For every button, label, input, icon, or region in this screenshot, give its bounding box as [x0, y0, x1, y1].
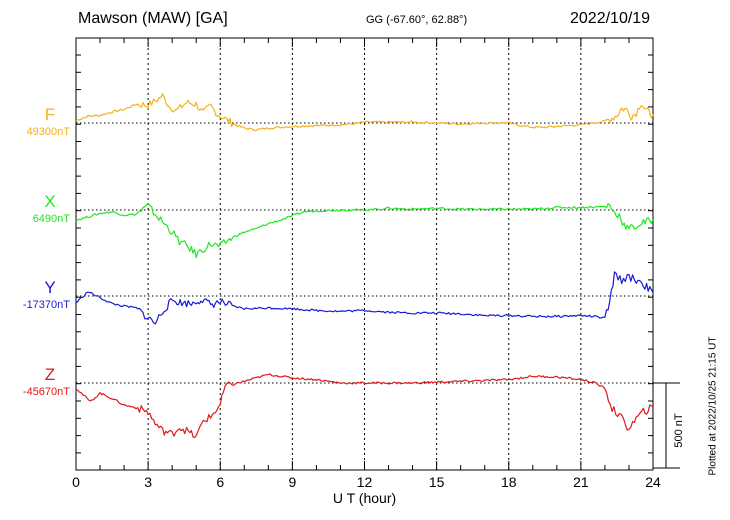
baseline-value-z: -45670nT	[23, 386, 70, 398]
scale-bar: 500 nT	[653, 382, 685, 469]
grid-lines	[76, 38, 653, 470]
station-title: Mawson (MAW) [GA]	[78, 10, 228, 27]
series-line-y	[75, 271, 654, 325]
series-name-z: Z	[45, 365, 55, 384]
date-label: 2022/10/19	[570, 10, 651, 27]
baseline-value-x: 6490nT	[33, 213, 71, 225]
geographic-coordinates: GG (-67.60°, 62.88°)	[366, 14, 468, 26]
series-line-x	[75, 203, 654, 259]
baseline-value-y: -17370nT	[23, 299, 70, 311]
baseline-value-f: 49300nT	[27, 126, 71, 138]
series-line-z	[75, 373, 654, 439]
x-tick-label: 21	[573, 474, 589, 490]
series-line-f	[75, 93, 654, 132]
x-tick-label: 6	[216, 474, 224, 490]
x-tick-label: 0	[72, 474, 80, 490]
scale-bar-label: 500 nT	[673, 413, 685, 448]
x-tick-label: 18	[501, 474, 517, 490]
axis-ticks: 0 3 6 9 12 15 18 21 24	[72, 38, 661, 490]
x-axis-label: U T (hour)	[333, 490, 396, 506]
x-tick-label: 9	[288, 474, 296, 490]
series-labels: F 49300nT X 6490nT Y -17370nT Z -45670nT	[23, 105, 70, 398]
series-group	[75, 93, 654, 439]
plotted-at-text: Plotted at 2022/10/25 21:15 UT	[707, 336, 719, 476]
series-name-x: X	[44, 192, 55, 211]
x-tick-label: 24	[645, 474, 661, 490]
x-tick-label: 15	[429, 474, 445, 490]
x-tick-label: 3	[144, 474, 152, 490]
series-name-y: Y	[44, 278, 55, 297]
series-name-f: F	[45, 105, 55, 124]
x-tick-label: 12	[357, 474, 373, 490]
